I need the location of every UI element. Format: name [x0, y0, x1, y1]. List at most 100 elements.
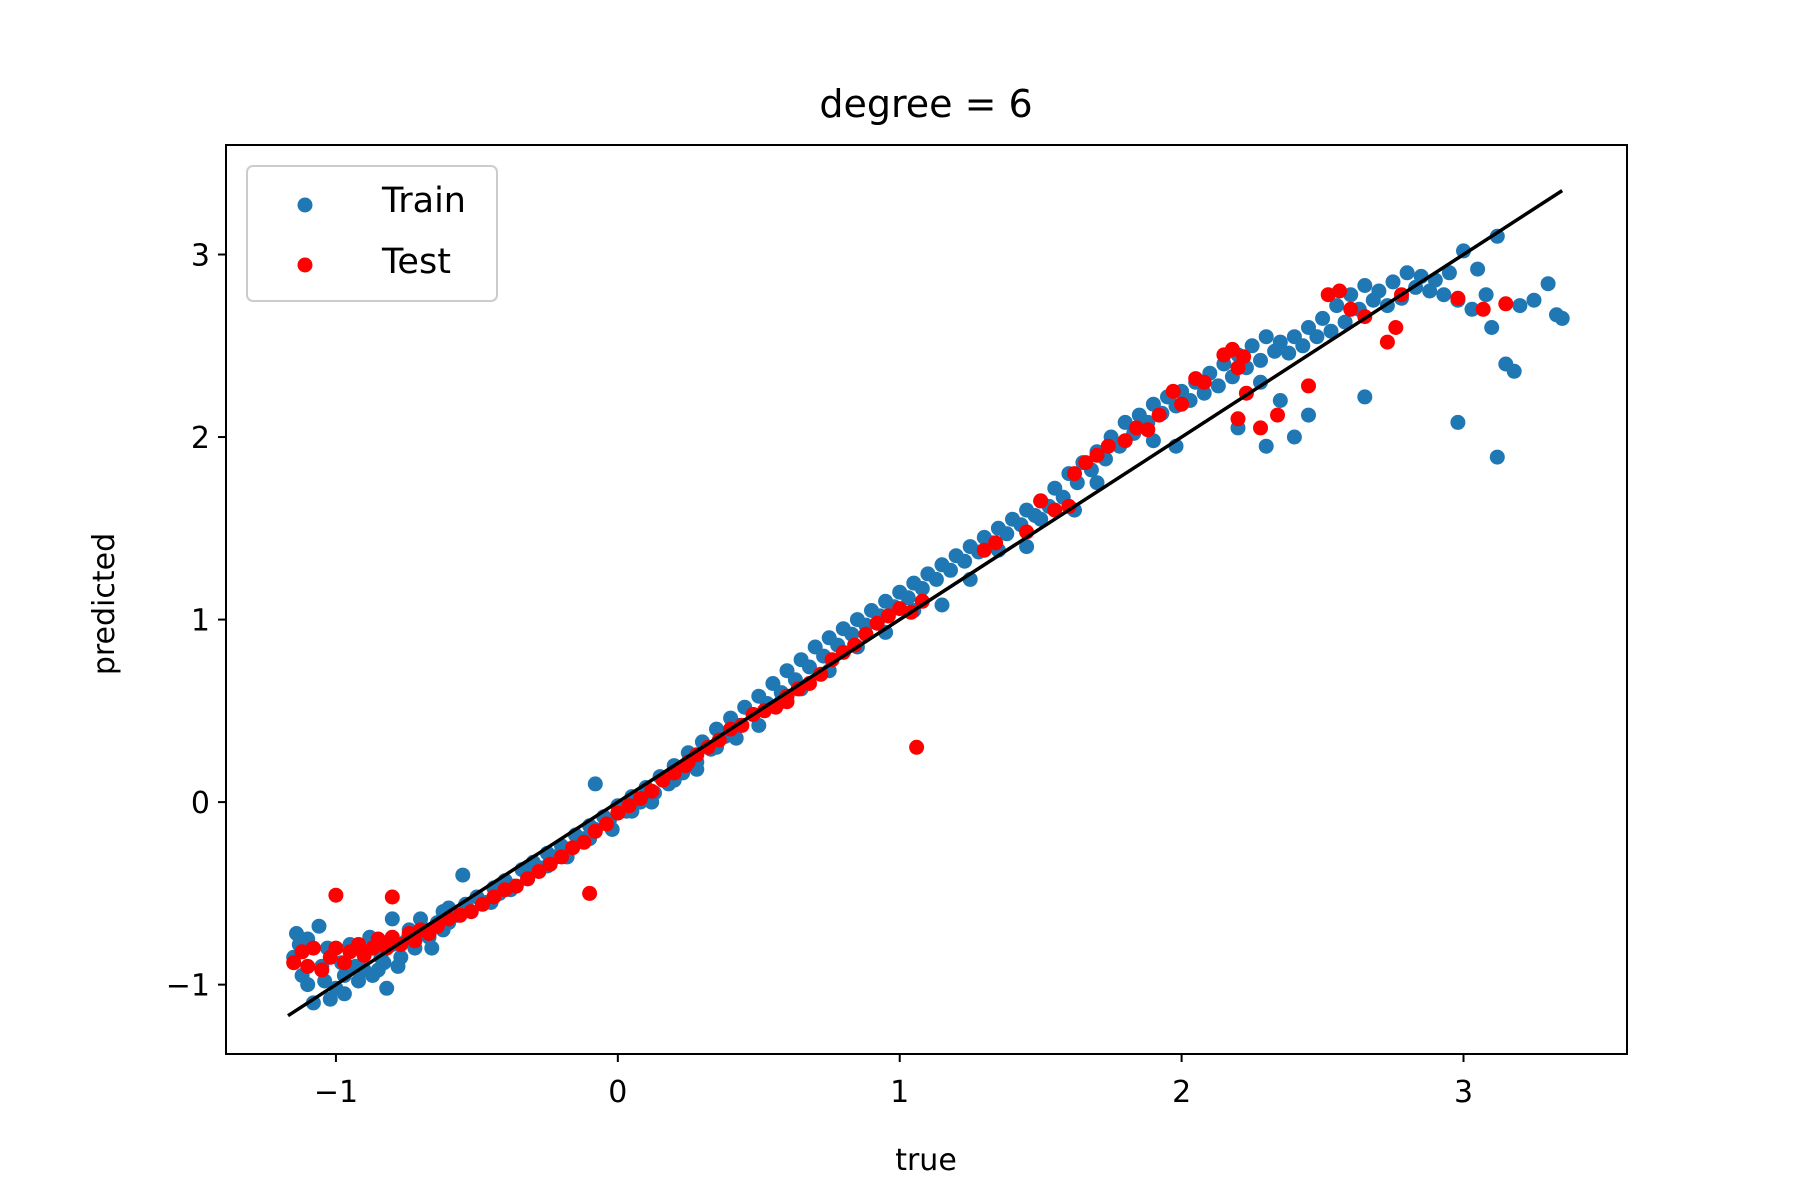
legend-test-label: Test	[381, 242, 451, 282]
test-point-91	[1301, 378, 1316, 394]
test-point-71	[1067, 466, 1082, 482]
test-point-76	[1129, 420, 1144, 436]
test-point-38	[632, 791, 648, 806]
test-point-39	[644, 783, 660, 799]
train-point-182	[1258, 438, 1274, 454]
test-point-30	[542, 856, 558, 872]
y-tick-label: −1	[166, 969, 210, 1004]
test-point-65	[976, 542, 992, 558]
train-point-146	[1315, 310, 1331, 326]
test-point-54	[813, 666, 829, 682]
test-point-106	[779, 694, 795, 710]
test-point-60	[880, 608, 896, 624]
test-point-86	[1230, 360, 1246, 376]
test-point-1	[294, 944, 310, 960]
test-point-29	[531, 864, 547, 879]
train-point-170	[1484, 320, 1500, 335]
test-point-73	[1089, 447, 1105, 463]
x-axis-label: true	[895, 1143, 957, 1178]
test-point-90	[1230, 411, 1246, 427]
test-point-61	[892, 601, 908, 617]
train-point-235	[390, 958, 406, 974]
y-tick-label: 0	[191, 786, 210, 821]
x-tick-label: 2	[1172, 1075, 1191, 1110]
train-point-208	[644, 794, 660, 810]
test-point-28	[520, 871, 536, 887]
train-point-152	[1357, 278, 1373, 293]
train-point-169	[1478, 287, 1494, 303]
train-point-196	[934, 597, 950, 613]
test-point-4	[314, 962, 330, 978]
train-point-237	[424, 940, 440, 956]
train-point-136	[1244, 338, 1260, 354]
train-point-148	[1329, 298, 1345, 314]
train-point-95	[957, 553, 973, 569]
train-point-181	[1357, 389, 1373, 405]
identity-line	[287, 189, 1564, 1018]
series-test	[286, 283, 1514, 978]
train-point-167	[1464, 301, 1480, 317]
train-point-233	[365, 968, 381, 983]
test-point-78	[1151, 407, 1167, 423]
test-point-37	[621, 798, 637, 814]
train-point-140	[1272, 334, 1288, 350]
test-point-44	[700, 739, 716, 755]
train-point-218	[455, 867, 471, 883]
y-axis: −1 0 1 2 3	[166, 239, 226, 1004]
test-point-33	[576, 834, 592, 850]
test-point-56	[835, 644, 851, 660]
test-point-64	[909, 739, 925, 755]
test-point-3	[305, 940, 321, 956]
train-point-180	[1489, 449, 1505, 465]
train-point-229	[311, 918, 327, 934]
train-point-192	[1033, 511, 1049, 527]
test-point-52	[790, 681, 806, 697]
test-point-63	[914, 593, 930, 609]
plot-area	[286, 189, 1570, 1018]
test-point-36	[610, 805, 626, 821]
train-point-13	[379, 980, 395, 996]
x-tick-label: 1	[890, 1075, 909, 1110]
train-point-93	[943, 562, 958, 578]
train-point-166	[1456, 243, 1471, 259]
train-point-141	[1281, 345, 1297, 361]
train-point-193	[1019, 539, 1035, 555]
test-point-35	[599, 816, 615, 832]
y-axis-label: predicted	[87, 533, 122, 675]
x-tick-label: −1	[314, 1075, 358, 1110]
test-point-31	[554, 849, 569, 865]
train-point-230	[322, 991, 338, 1007]
train-point-184	[1286, 429, 1302, 445]
x-tick-label: 3	[1454, 1075, 1473, 1110]
test-point-89	[1270, 407, 1285, 423]
train-point-73	[802, 659, 817, 675]
y-tick-label: 3	[191, 239, 210, 274]
test-point-101	[1498, 296, 1514, 312]
train-point-183	[1301, 407, 1316, 423]
test-point-84	[1224, 341, 1240, 357]
test-point-23	[463, 904, 479, 920]
test-point-59	[869, 615, 885, 631]
train-point-171	[1489, 228, 1505, 244]
test-point-2	[300, 958, 316, 974]
test-point-25	[486, 889, 502, 905]
train-point-179	[1450, 414, 1466, 430]
test-point-70	[1061, 498, 1077, 514]
test-point-45	[711, 732, 727, 748]
test-point-55	[824, 652, 840, 668]
test-point-24	[475, 896, 490, 912]
test-point-49	[756, 703, 772, 719]
test-point-47	[734, 717, 750, 733]
x-axis: −1 0 1 2 3	[314, 1054, 1473, 1110]
train-point-131	[1210, 378, 1226, 394]
train-point-174	[1512, 298, 1528, 314]
test-point-93	[1332, 283, 1347, 299]
test-point-100	[1475, 301, 1491, 317]
test-point-80	[1174, 396, 1190, 412]
test-point-75	[1117, 433, 1133, 449]
plot-frame	[225, 144, 1628, 1055]
train-point-145	[1309, 329, 1325, 345]
train-point-231	[336, 986, 352, 1002]
train-point-163	[1436, 287, 1452, 303]
